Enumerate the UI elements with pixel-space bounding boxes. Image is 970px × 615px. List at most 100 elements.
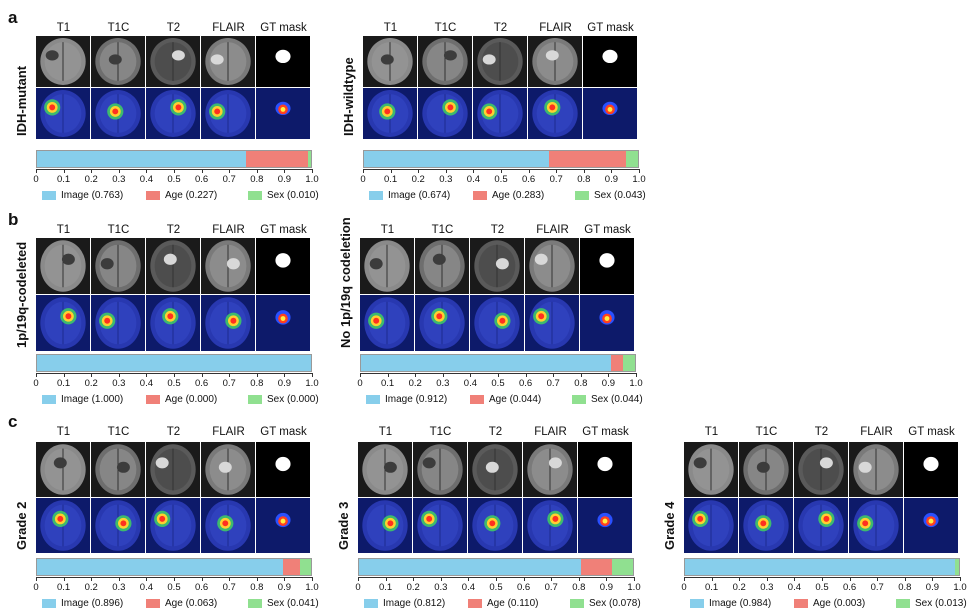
legend-label: Age (0.283) bbox=[492, 190, 545, 201]
x-tick bbox=[611, 169, 613, 173]
column-heading: T1C bbox=[434, 22, 457, 34]
x-tick bbox=[636, 373, 637, 377]
legend-swatch bbox=[470, 395, 484, 404]
x-tick bbox=[387, 373, 389, 377]
x-tick bbox=[91, 169, 93, 173]
x-tick bbox=[442, 373, 444, 377]
mri-scan-image bbox=[201, 36, 255, 87]
legend-swatch bbox=[366, 395, 380, 404]
bar-segment-age bbox=[581, 559, 612, 575]
legend-swatch bbox=[42, 191, 56, 200]
mri-scan-image bbox=[146, 238, 200, 294]
x-tick-label: 0.3 bbox=[760, 582, 774, 593]
mri-scan-image bbox=[91, 238, 145, 294]
x-tick-label: 1.0 bbox=[953, 582, 967, 593]
legend-label: Sex (0.044) bbox=[591, 394, 643, 405]
x-tick-label: 0.5 bbox=[167, 174, 181, 185]
stacked-bar bbox=[684, 558, 960, 576]
row-label: Grade 3 bbox=[336, 501, 351, 550]
column-heading: T1C bbox=[429, 426, 452, 438]
legend-label: Age (0.000) bbox=[165, 394, 218, 405]
mri-scan-image bbox=[415, 238, 469, 294]
x-tick-label: 0.5 bbox=[167, 582, 181, 593]
x-tick-label: 0.4 bbox=[139, 378, 153, 389]
mri-scan-image bbox=[473, 36, 527, 87]
attention-heatmap-image bbox=[580, 295, 634, 351]
attention-heatmap-image bbox=[201, 88, 255, 139]
x-tick-label: 0.5 bbox=[167, 378, 181, 389]
legend-label: Image (0.896) bbox=[61, 598, 124, 609]
x-tick-label: 0.7 bbox=[222, 378, 236, 389]
legend-swatch bbox=[146, 191, 160, 200]
x-tick-label: 0.1 bbox=[56, 582, 71, 593]
attention-heatmap-image bbox=[904, 498, 958, 553]
bar-segment-age bbox=[282, 559, 300, 575]
legend-item: Image (0.896) bbox=[42, 598, 123, 609]
mri-scan-image bbox=[525, 238, 579, 294]
x-tick-label: 0.1 bbox=[383, 174, 398, 185]
x-tick-label: 0.8 bbox=[577, 174, 591, 185]
column-heading: T1 bbox=[704, 426, 719, 438]
x-tick bbox=[91, 373, 93, 377]
bar-segment-sex bbox=[611, 559, 633, 575]
mri-scan-image bbox=[91, 36, 145, 87]
x-tick-label: 0.3 bbox=[112, 582, 126, 593]
legend-swatch bbox=[42, 599, 56, 608]
x-tick bbox=[496, 577, 497, 581]
x-tick-label: 0.9 bbox=[277, 378, 291, 389]
legend-swatch bbox=[794, 599, 808, 608]
legend-item: Sex (0.043) bbox=[575, 190, 646, 201]
attention-heatmap-image bbox=[91, 88, 145, 139]
attention-heatmap-image bbox=[473, 88, 527, 139]
x-tick-label: 0.1 bbox=[56, 378, 71, 389]
x-tick bbox=[580, 373, 582, 377]
x-tick bbox=[445, 169, 447, 173]
row-label: Grade 4 bbox=[662, 501, 677, 550]
x-tick bbox=[146, 373, 148, 377]
column-heading: GT mask bbox=[260, 22, 307, 34]
x-tick bbox=[312, 373, 313, 377]
stacked-bar bbox=[36, 354, 312, 372]
x-tick-label: 0.7 bbox=[870, 582, 884, 593]
legend-label: Image (0.763) bbox=[61, 190, 124, 201]
column-heading: T1 bbox=[56, 224, 71, 236]
x-tick-label: 0.8 bbox=[250, 174, 264, 185]
legend-label: Age (0.110) bbox=[487, 598, 539, 609]
mri-scan-image bbox=[91, 442, 145, 497]
x-tick-label: 0.4 bbox=[461, 582, 475, 593]
x-tick-label: 0 bbox=[357, 378, 363, 389]
x-tick-label: 0.5 bbox=[489, 582, 503, 593]
x-tick bbox=[468, 577, 470, 581]
x-tick-label: 0.1 bbox=[378, 582, 393, 593]
x-tick bbox=[256, 169, 258, 173]
attention-heatmap-image bbox=[36, 88, 90, 139]
x-tick-label: 0.3 bbox=[112, 378, 126, 389]
x-tick bbox=[312, 169, 313, 173]
column-heading: T1 bbox=[380, 224, 395, 236]
legend-item: Age (0.000) bbox=[146, 394, 217, 405]
legend-item: Age (0.044) bbox=[470, 394, 541, 405]
x-tick bbox=[256, 577, 258, 581]
attention-heatmap-image bbox=[36, 295, 90, 351]
legend-item: Sex (0.000) bbox=[248, 394, 319, 405]
legend-swatch bbox=[690, 599, 704, 608]
x-tick-label: 0.3 bbox=[436, 378, 450, 389]
x-tick bbox=[739, 577, 741, 581]
legend-swatch bbox=[473, 191, 487, 200]
column-heading: T1 bbox=[383, 22, 398, 34]
mri-scan-image bbox=[849, 442, 903, 497]
x-tick-label: 0.8 bbox=[574, 378, 588, 389]
mri-scan-image bbox=[363, 36, 417, 87]
legend-swatch bbox=[146, 395, 160, 404]
legend-label: Image (0.812) bbox=[383, 598, 446, 609]
x-tick-label: 0.2 bbox=[84, 378, 98, 389]
x-tick-label: 0.5 bbox=[494, 174, 508, 185]
x-tick-label: 0.4 bbox=[787, 582, 801, 593]
x-tick bbox=[229, 373, 231, 377]
attention-heatmap-image bbox=[739, 498, 793, 553]
row-label: IDH-mutant bbox=[14, 65, 29, 136]
x-tick bbox=[201, 169, 203, 173]
x-tick bbox=[551, 577, 553, 581]
x-tick bbox=[556, 169, 558, 173]
attention-heatmap-image bbox=[684, 498, 738, 553]
